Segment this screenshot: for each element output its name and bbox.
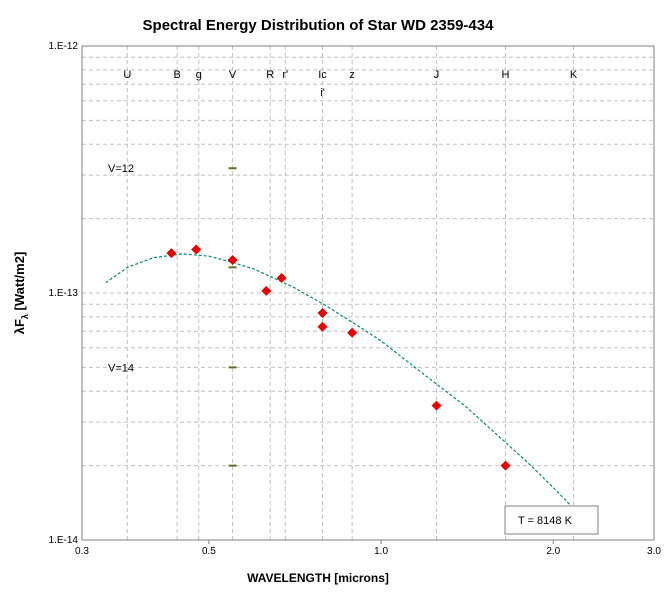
data-point <box>347 327 358 338</box>
data-point <box>317 307 328 318</box>
data-point <box>431 400 442 411</box>
temperature-annotation: T = 8148 K <box>504 505 599 535</box>
data-point <box>276 273 287 284</box>
band-label: i' <box>320 87 325 99</box>
y-tick-label: 1.E-12 <box>49 41 79 52</box>
y-tick-labels: 1.E-14 1.E-13 1.E-12 <box>49 41 79 546</box>
annotation-box <box>504 505 599 535</box>
y-axis-title-unit: [Watt/m2] <box>12 252 27 314</box>
fit-curve <box>105 253 578 513</box>
magnitude-marks: V=12 V=14 <box>108 163 237 467</box>
x-tick-label: 1.0 <box>374 546 388 557</box>
y-axis-title-main: λF <box>12 319 27 334</box>
x-tick-label: 2.0 <box>546 546 560 557</box>
y-axis-title: λFλ [Watt/m2] <box>12 252 30 335</box>
x-tick-labels: 0.3 0.5 1.0 2.0 3.0 <box>75 546 661 557</box>
band-label: Ic <box>318 69 327 81</box>
magnitude-label: V=14 <box>108 362 134 374</box>
data-points <box>166 244 511 471</box>
band-label: H <box>502 69 510 81</box>
fit-curve-line <box>105 253 578 513</box>
band-label: K <box>570 69 578 81</box>
x-axis-title: WAVELENGTH [microns] <box>247 571 389 585</box>
y-tick-label: 1.E-13 <box>49 288 79 299</box>
band-label: B <box>173 69 180 81</box>
plot-frame <box>81 45 655 541</box>
annotation-text: T = 8148 K <box>518 515 573 527</box>
data-point <box>317 321 328 332</box>
x-tick-label: 3.0 <box>647 546 661 557</box>
band-label: r' <box>282 69 288 81</box>
x-tick-label: 0.5 <box>202 546 216 557</box>
band-label: R <box>266 69 274 81</box>
band-label: z <box>349 69 355 81</box>
y-axis-title-sub: λ <box>20 314 30 319</box>
magnitude-label: V=12 <box>108 163 134 175</box>
band-label: U <box>123 69 131 81</box>
data-point <box>191 244 202 255</box>
band-label: J <box>434 69 440 81</box>
y-tick-label: 1.E-14 <box>49 535 79 546</box>
data-point <box>261 285 272 296</box>
chart-title: Spectral Energy Distribution of Star WD … <box>143 17 495 34</box>
data-point <box>166 248 177 259</box>
x-tick-label: 0.3 <box>75 546 89 557</box>
band-label: V <box>229 69 237 81</box>
data-point <box>500 460 511 471</box>
band-label: g <box>196 69 202 81</box>
data-point <box>227 255 238 266</box>
grid-lines <box>82 46 654 544</box>
